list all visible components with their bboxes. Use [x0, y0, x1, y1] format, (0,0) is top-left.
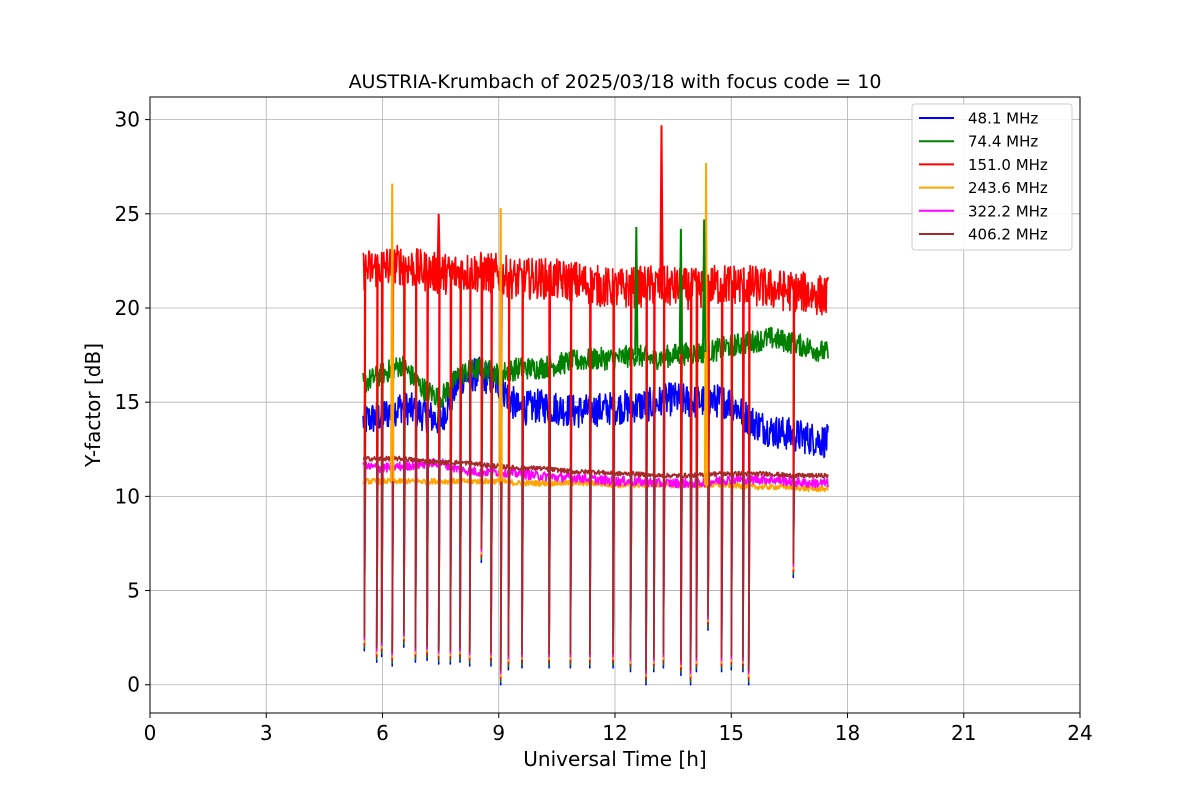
legend-label: 48.1 MHz [968, 110, 1038, 128]
tick-layer: 0 3 6 9 12 15 18 21 24 0 5 10 15 20 25 30 [115, 108, 1093, 745]
y-tick-label: 10 [115, 484, 140, 508]
chart-title: AUSTRIA-Krumbach of 2025/03/18 with focu… [349, 71, 882, 93]
y-tick-label: 25 [115, 202, 140, 226]
x-tick-label: 3 [260, 721, 273, 745]
x-tick-label: 0 [144, 721, 157, 745]
x-tick-label: 9 [492, 721, 505, 745]
series-line-5 [362, 455, 829, 672]
x-tick-label: 21 [951, 721, 976, 745]
x-tick-label: 12 [602, 721, 627, 745]
legend-label: 74.4 MHz [968, 133, 1038, 151]
spike-mark [436, 213, 441, 274]
y-tick-label: 30 [115, 108, 140, 132]
y-tick-label: 20 [115, 296, 140, 320]
spike-mark [678, 228, 684, 355]
legend-label: 322.2 MHz [968, 202, 1048, 220]
x-tick-label: 18 [835, 721, 860, 745]
legend-label: 151.0 MHz [968, 156, 1048, 174]
y-tick-label: 5 [127, 579, 140, 603]
spike-mark [701, 219, 707, 353]
spike-mark [659, 125, 664, 287]
series-line-2 [362, 244, 829, 680]
spike-mark [498, 208, 503, 482]
y-tick-label: 0 [127, 673, 140, 697]
y-axis-label: Y-factor [dB] [81, 343, 105, 468]
legend-label: 406.2 MHz [968, 226, 1048, 244]
legend-label: 243.6 MHz [968, 179, 1048, 197]
x-tick-label: 24 [1067, 721, 1092, 745]
data-layer [362, 125, 829, 686]
spike-mark [703, 162, 709, 486]
spike-mark [390, 183, 395, 482]
x-tick-label: 6 [376, 721, 389, 745]
legend: 48.1 MHz 74.4 MHz 151.0 MHz 243.6 MHz 32… [911, 103, 1073, 251]
x-tick-label: 15 [719, 721, 744, 745]
x-axis-label: Universal Time [h] [523, 747, 706, 771]
y-tick-label: 15 [115, 390, 140, 414]
spike-mark [634, 226, 639, 356]
